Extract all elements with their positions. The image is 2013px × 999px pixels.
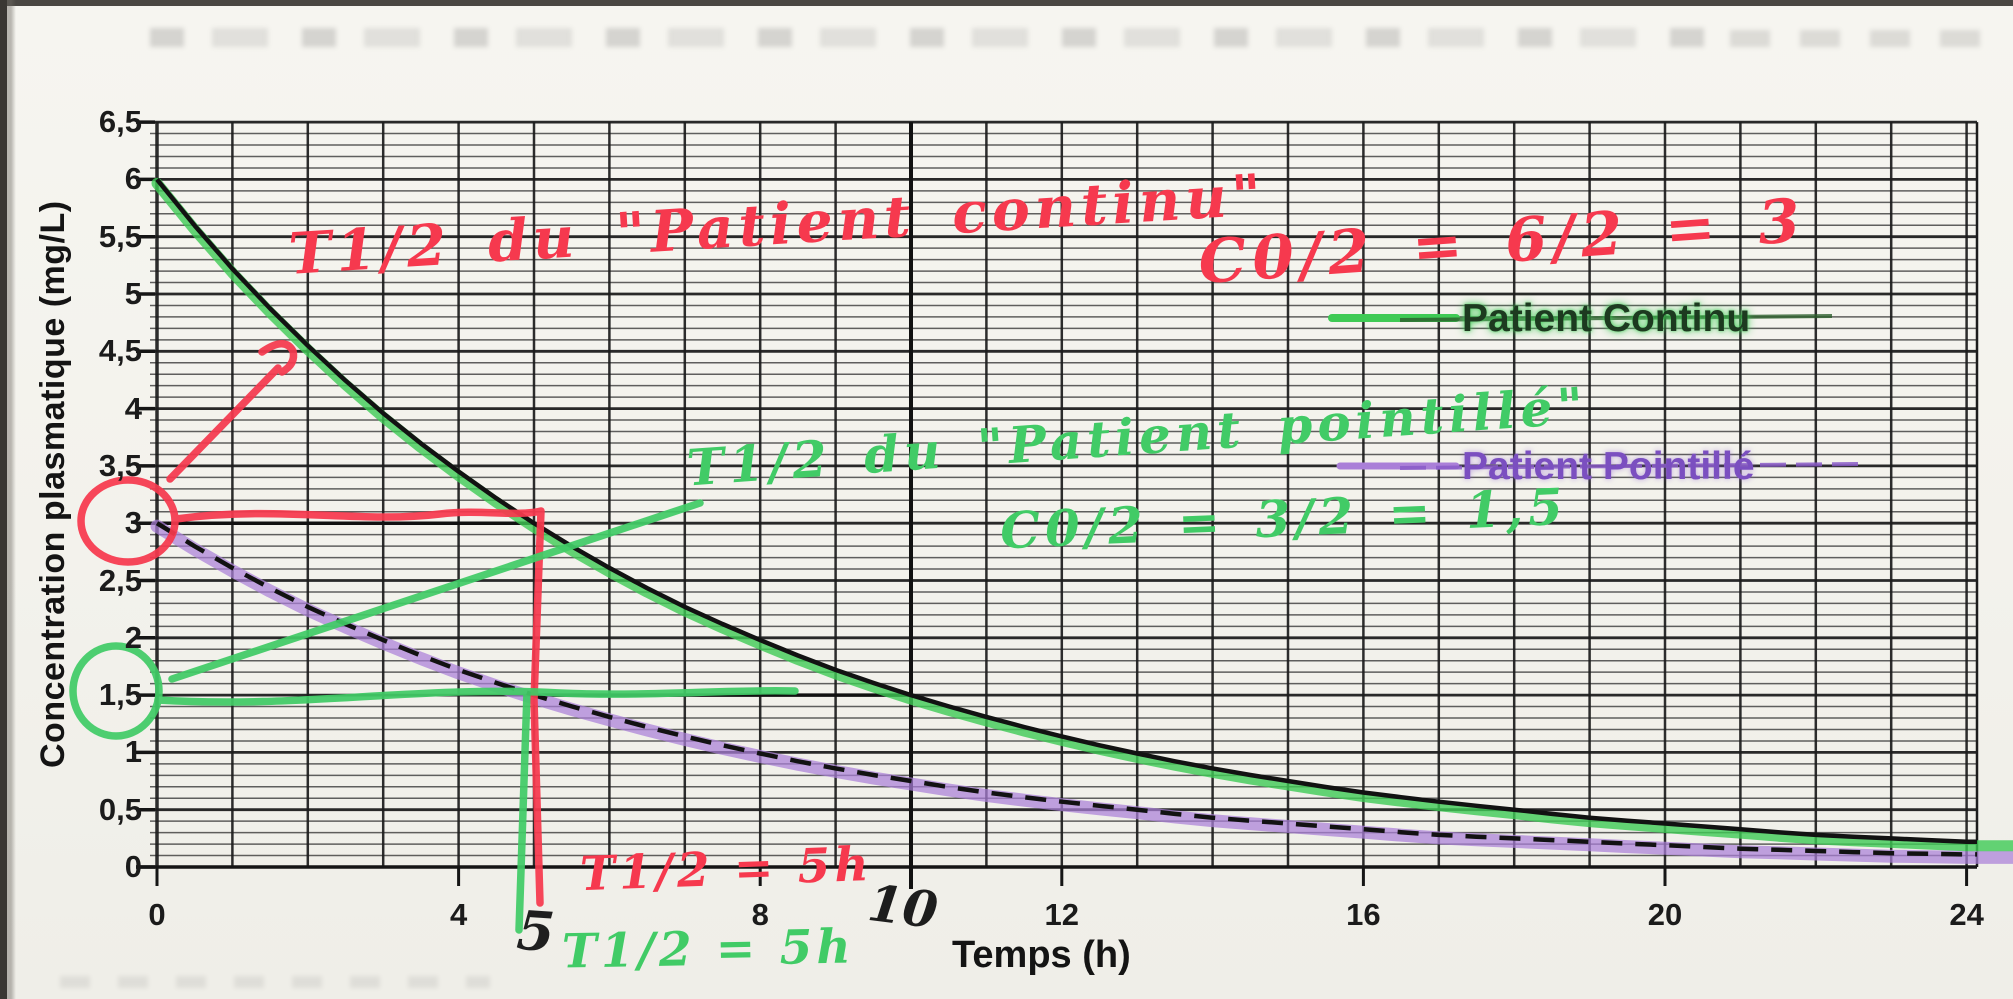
y-tick-label: 1,5 <box>98 677 142 713</box>
x-axis-title: Temps (h) <box>952 934 1131 976</box>
x-tick-label: 16 <box>1346 897 1381 932</box>
y-tick-label: 2 <box>124 619 142 655</box>
red-half-life-construction <box>172 507 545 907</box>
y-tick-label: 6,5 <box>98 104 142 140</box>
legend-item-patient-pointille: Patient Pointillé <box>1462 445 1755 488</box>
scan-top-edge <box>0 0 2013 6</box>
x-tick-label: 20 <box>1647 897 1683 932</box>
red-pen-strokes <box>77 340 545 907</box>
green-half-life-vertical <box>515 688 531 934</box>
x-tick-label: 0 <box>148 897 166 932</box>
handwritten-green-half-life: T1/2 = 5h <box>561 919 855 980</box>
legend-item-patient-continu: Patient Continu <box>1462 297 1751 340</box>
y-tick-label: 1 <box>124 734 142 770</box>
y-tick-label: 4 <box>124 390 142 426</box>
y-tick-label: 5,5 <box>98 218 142 254</box>
green-circle-on-1-5 <box>69 642 163 740</box>
y-tick-label: 3,5 <box>98 447 142 483</box>
handwritten-red-half-life: T1/2 = 5h <box>579 836 874 903</box>
y-tick-label: 3 <box>124 505 142 541</box>
red-pointer-hook <box>258 340 298 376</box>
y-tick-label: 4,5 <box>98 333 142 369</box>
x-tick-label: 8 <box>751 897 769 932</box>
y-tick-label: 0 <box>124 849 142 884</box>
scan-left-edge <box>0 0 16 999</box>
green-pointer-line <box>168 499 704 683</box>
y-tick-label: 5 <box>124 276 142 311</box>
curve-patient-pointille <box>150 519 2013 864</box>
red-pointer-line <box>166 364 282 483</box>
x-tick-label: 4 <box>449 897 468 932</box>
curve-patient-continu <box>151 177 2013 852</box>
handwritten-time-mark-5: 5 <box>514 897 557 965</box>
y-tick-label: 2,5 <box>98 562 142 598</box>
x-tick-label: 24 <box>1949 897 1984 932</box>
handwritten-time-mark-10: 10 <box>864 872 941 941</box>
y-tick-label: 0,5 <box>98 791 142 827</box>
legend-swatches <box>1328 314 1863 470</box>
x-tick-label: 12 <box>1044 897 1080 932</box>
green-pen-strokes <box>69 499 799 934</box>
y-tick-label: 6 <box>124 161 142 197</box>
